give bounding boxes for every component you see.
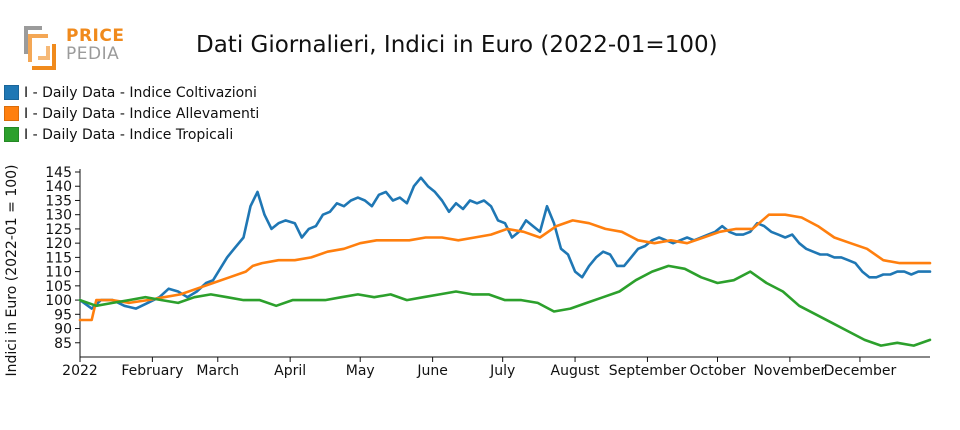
y-tick-label: 125: [45, 222, 72, 238]
x-tick-label: March: [196, 363, 239, 379]
legend-label: I - Daily Data - Indice Allevamenti: [24, 105, 260, 122]
x-tick-label: April: [274, 363, 306, 379]
y-tick-label: 90: [54, 322, 72, 338]
x-tick-label: September: [609, 363, 687, 379]
x-tick-label: 2022: [62, 363, 98, 379]
logo-mark-icon: [24, 26, 56, 70]
y-tick-label: 100: [45, 293, 72, 309]
series-line-1: [78, 176, 932, 310]
series-line-3: [78, 264, 932, 347]
legend-item-1: I - Daily Data - Indice Coltivazioni: [4, 82, 259, 103]
legend-swatch: [4, 127, 19, 142]
y-tick-label: 135: [45, 193, 72, 209]
x-tick-label: December: [824, 363, 897, 379]
y-tick-label: 130: [45, 208, 72, 224]
pricepedia-logo: PRICE PEDIA: [18, 24, 128, 76]
legend-item-3: I - Daily Data - Indice Tropicali: [4, 124, 259, 145]
chart-title: Dati Giornalieri, Indici in Euro (2022-0…: [196, 32, 718, 58]
x-tick-label: October: [689, 363, 745, 379]
logo-text-pedia: PEDIA: [66, 44, 120, 64]
y-tick-label: 110: [45, 265, 72, 281]
logo-text-price: PRICE: [66, 26, 125, 46]
x-tick-label: August: [551, 363, 601, 379]
x-tick-label: May: [346, 363, 375, 379]
x-tick-label: June: [416, 363, 448, 379]
x-tick-label: November: [753, 363, 826, 379]
y-tick-label: 140: [45, 179, 72, 195]
x-tick-label: July: [489, 363, 515, 379]
legend-swatch: [4, 85, 19, 100]
y-tick-label: 115: [45, 250, 72, 266]
y-tick-label: 105: [45, 279, 72, 295]
legend: I - Daily Data - Indice Coltivazioni I - …: [4, 82, 259, 145]
y-tick-label: 120: [45, 236, 72, 252]
legend-swatch: [4, 106, 19, 121]
legend-label: I - Daily Data - Indice Coltivazioni: [24, 84, 257, 101]
y-axis-label: Indici in Euro (2022-01 = 100): [4, 165, 20, 377]
legend-item-2: I - Daily Data - Indice Allevamenti: [4, 103, 259, 124]
legend-label: I - Daily Data - Indice Tropicali: [24, 126, 234, 143]
y-tick-label: 85: [54, 336, 72, 352]
x-tick-label: February: [121, 363, 183, 379]
series-line-2: [78, 213, 932, 322]
y-tick-label: 145: [45, 165, 72, 181]
y-tick-label: 95: [54, 307, 72, 323]
